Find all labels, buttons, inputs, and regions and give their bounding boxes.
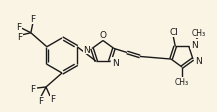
Text: O: O: [100, 31, 107, 40]
Text: F: F: [17, 33, 22, 42]
Text: CH₃: CH₃: [192, 29, 206, 38]
Text: F: F: [16, 23, 22, 32]
Text: N: N: [112, 58, 119, 67]
Text: F: F: [30, 15, 35, 24]
Text: N: N: [191, 40, 198, 49]
Text: N: N: [195, 57, 202, 66]
Text: CH₃: CH₃: [175, 77, 189, 86]
Text: F: F: [50, 94, 56, 103]
Text: N: N: [83, 46, 90, 54]
Text: Cl: Cl: [169, 28, 178, 37]
Text: F: F: [38, 97, 43, 106]
Text: F: F: [30, 85, 36, 94]
